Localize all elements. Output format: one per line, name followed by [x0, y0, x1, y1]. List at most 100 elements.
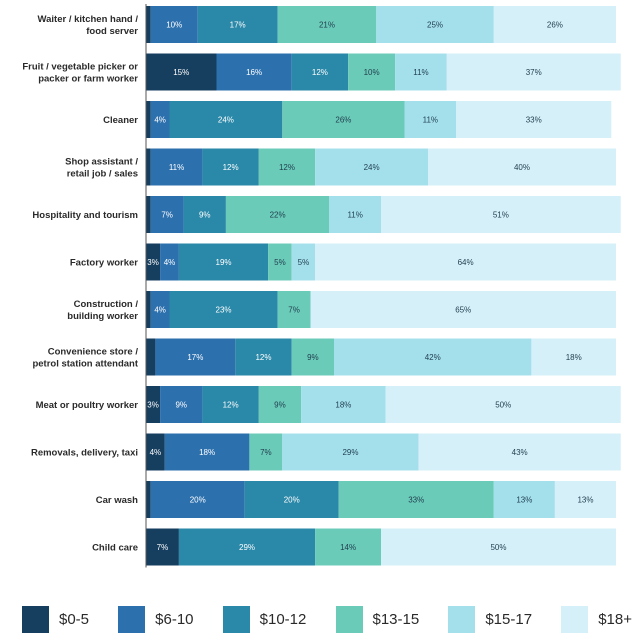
bar-segment [381, 528, 616, 566]
bar-segment [150, 148, 203, 186]
bar-segment [235, 338, 292, 376]
data-label: 17% [230, 21, 246, 30]
data-label: 17% [187, 353, 203, 362]
data-label: 23% [216, 306, 232, 315]
category-label: Waiter / kitchen hand / food server [38, 14, 139, 37]
bar-segment [315, 148, 428, 186]
bar-segment [376, 6, 494, 43]
bar-segment [160, 243, 179, 281]
bar-segment [146, 528, 179, 566]
category-label: Meat or poultry worker [36, 400, 139, 411]
bar-segment [282, 101, 405, 138]
bar-segment [169, 291, 278, 328]
data-label: 12% [279, 163, 295, 172]
bar-segment [202, 386, 259, 423]
bar-segment [268, 243, 292, 281]
bar-segment [150, 196, 184, 233]
data-label: 37% [526, 68, 542, 77]
data-label: 40% [514, 163, 530, 172]
legend-label: $15-17 [485, 610, 533, 628]
bar-segment [348, 53, 396, 91]
data-label: 5% [298, 258, 310, 267]
bar-segment [202, 148, 259, 186]
data-label: 9% [199, 211, 211, 220]
bar-segment [146, 338, 156, 376]
bar-segment [146, 433, 165, 471]
bar-segment [249, 433, 283, 471]
bar-segment [315, 243, 616, 281]
legend-label: $0-5 [59, 610, 90, 628]
data-label: 50% [490, 543, 506, 552]
data-label: 24% [218, 116, 234, 125]
legend-item: $10-12 [222, 605, 306, 633]
category-label: Convenience store / petrol station attend… [32, 347, 138, 370]
data-label: 50% [495, 401, 511, 410]
bar-segment [418, 433, 621, 471]
data-label: 18% [335, 401, 351, 410]
data-label: 11% [423, 116, 438, 125]
data-label: 7% [288, 306, 300, 315]
bar-segment [334, 338, 532, 376]
data-label: 20% [284, 496, 300, 505]
data-label: 14% [340, 543, 356, 552]
data-label: 13% [577, 496, 593, 505]
bar-segment [197, 6, 278, 43]
data-label: 9% [175, 401, 187, 410]
data-label: 4% [154, 116, 166, 125]
legend-item: $0-5 [22, 605, 90, 633]
bar-segment [183, 196, 226, 233]
data-label: 33% [408, 496, 424, 505]
data-label: 16% [246, 68, 262, 77]
data-label: 29% [342, 448, 358, 457]
bar-segment [169, 101, 283, 138]
bar-segment [150, 481, 245, 518]
bar-segment [291, 243, 316, 281]
bar-segment [146, 196, 151, 233]
data-label: 7% [161, 211, 173, 220]
data-label: 3% [147, 258, 159, 267]
bar-segment [258, 386, 302, 423]
data-label: 4% [164, 258, 176, 267]
bar-segment [225, 196, 330, 233]
bar-segment [404, 101, 457, 138]
category-label: Factory worker [70, 258, 138, 269]
bar-segment [178, 528, 316, 566]
bar-segment [150, 6, 198, 43]
data-label: 21% [319, 21, 335, 30]
legend-swatch [448, 605, 476, 633]
data-label: 10% [166, 21, 182, 30]
data-label: 12% [312, 68, 328, 77]
category-label: Cleaner [103, 115, 138, 126]
bar-segment [310, 291, 616, 328]
bar-segment [146, 291, 151, 328]
data-label: 20% [190, 496, 206, 505]
data-label: 51% [493, 211, 509, 220]
data-label: 4% [150, 448, 162, 457]
data-label: 9% [274, 401, 286, 410]
legend-item: $6-10 [118, 605, 194, 633]
legend-label: $13-15 [372, 610, 420, 628]
data-label: 11% [413, 68, 428, 77]
bar-segment [395, 53, 447, 91]
data-label: 42% [425, 353, 441, 362]
bar-segment [385, 386, 621, 423]
bar-segment [428, 148, 616, 186]
bar-segment [244, 481, 339, 518]
data-label: 29% [239, 543, 255, 552]
category-label: Car wash [96, 495, 138, 506]
legend-swatch [22, 605, 49, 633]
data-label: 11% [169, 163, 184, 172]
data-label: 18% [199, 448, 215, 457]
data-label: 9% [307, 353, 319, 362]
bar-segment [216, 53, 292, 91]
bar-segment [277, 6, 377, 43]
bar-segment [146, 481, 151, 518]
bar-segment [146, 53, 217, 91]
legend-item: $13-15 [335, 605, 420, 633]
bar-segment [150, 101, 170, 138]
bar-segment [493, 6, 616, 43]
data-label: 12% [255, 353, 271, 362]
category-label: Removals, delivery, taxi [31, 448, 138, 459]
data-label: 19% [216, 258, 232, 267]
